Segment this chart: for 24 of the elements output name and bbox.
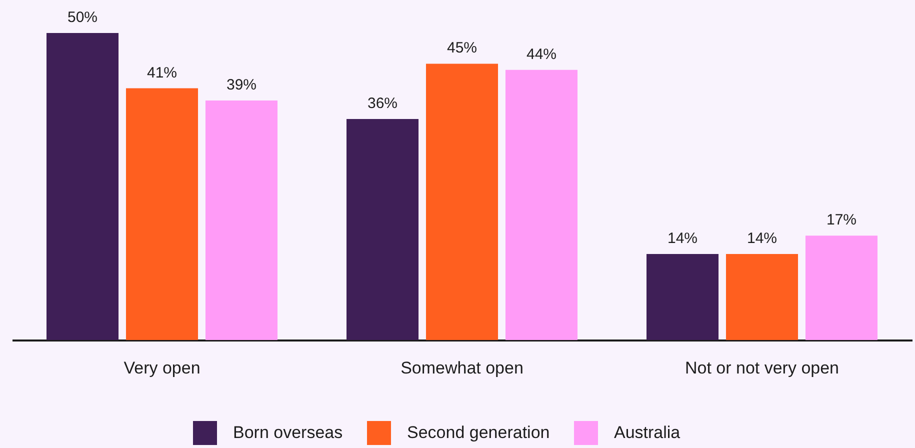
x-tick-label: Not or not very open xyxy=(684,358,840,378)
data-label: 44% xyxy=(526,46,557,63)
x-tick-label: Somewhat open xyxy=(400,358,524,378)
legend-label: Australia xyxy=(614,423,681,442)
bar xyxy=(646,254,719,340)
bar xyxy=(805,236,878,340)
legend-label: Born overseas xyxy=(233,423,343,442)
data-label: 50% xyxy=(67,9,98,26)
data-label: 14% xyxy=(667,230,698,248)
legend-label: Second generation xyxy=(407,423,550,442)
bar xyxy=(726,254,798,340)
data-label: 36% xyxy=(367,94,398,112)
data-label: 39% xyxy=(226,76,257,94)
data-label: 41% xyxy=(146,64,178,82)
bar xyxy=(205,100,278,340)
bar xyxy=(505,70,578,340)
bar xyxy=(46,33,119,340)
data-label: 14% xyxy=(746,230,778,248)
data-label: 45% xyxy=(446,40,478,57)
data-label: 17% xyxy=(826,212,857,229)
bar xyxy=(426,64,498,340)
bar xyxy=(346,118,419,340)
bar xyxy=(126,88,198,340)
x-tick-label: Very open xyxy=(124,358,200,378)
